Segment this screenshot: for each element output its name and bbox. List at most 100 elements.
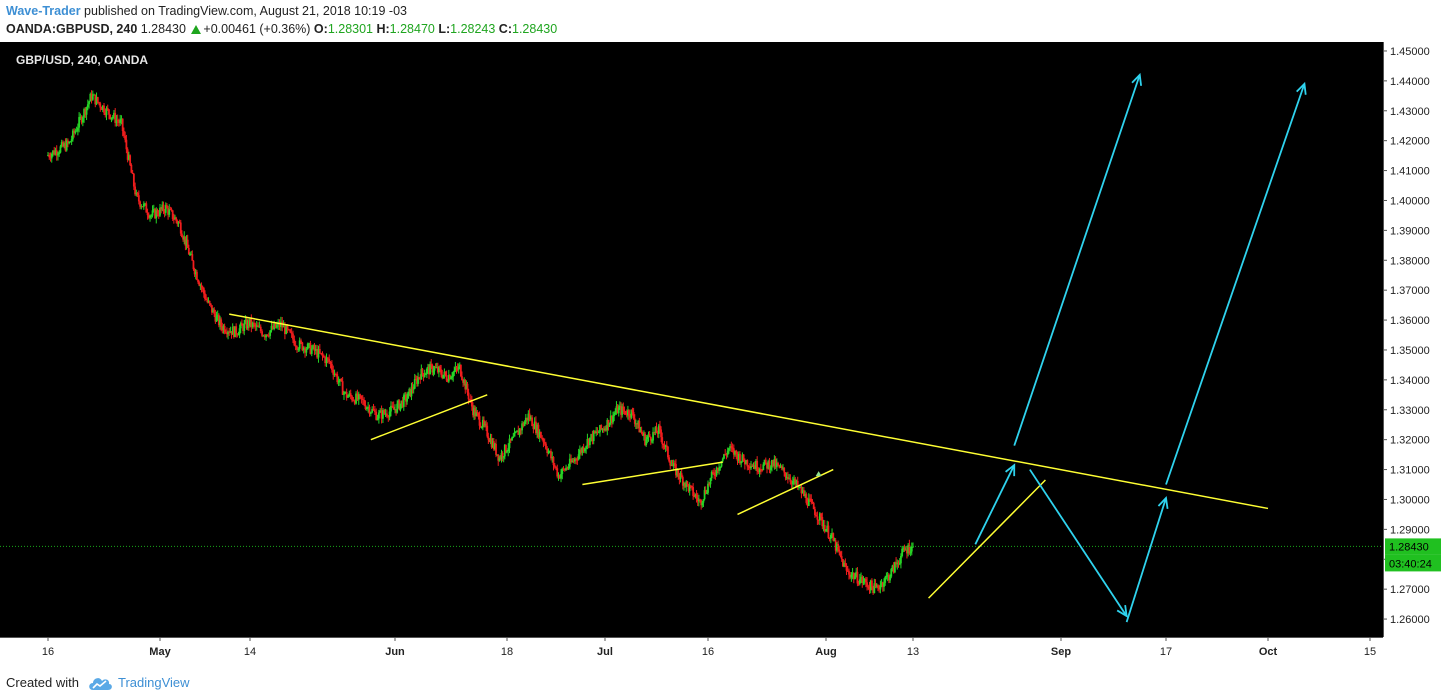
candle-up — [791, 480, 794, 485]
candle-up — [726, 450, 729, 455]
projection-arrow[interactable] — [1029, 469, 1128, 617]
candle-up — [285, 325, 288, 335]
low-label: L: — [434, 22, 451, 36]
candle-down — [103, 105, 105, 113]
candle-up — [741, 454, 744, 462]
low-value: 1.28243 — [450, 22, 496, 36]
candle-down — [620, 406, 622, 415]
candle-down — [131, 172, 134, 174]
candle-up — [818, 513, 821, 521]
projection-arrow[interactable] — [1013, 74, 1141, 446]
candle-up — [183, 236, 186, 240]
candle-down — [375, 411, 378, 420]
arrow-head-icon — [1131, 72, 1142, 86]
candle-up — [425, 368, 428, 374]
candle-up — [480, 426, 483, 428]
candle-down — [182, 237, 184, 240]
candle-up — [643, 433, 645, 436]
candle-up — [399, 403, 402, 410]
candle-down — [304, 347, 306, 353]
projection-arrow[interactable] — [974, 464, 1016, 545]
candle-down — [659, 425, 661, 430]
candle-down — [134, 186, 137, 195]
candle-down — [228, 331, 231, 333]
author-link[interactable]: Wave-Trader — [6, 4, 81, 18]
candle-down — [687, 484, 690, 492]
candle-down — [146, 212, 149, 216]
time-axis[interactable] — [0, 637, 1383, 666]
candle-up — [788, 478, 791, 480]
candle-down — [100, 107, 103, 110]
candle-up — [83, 109, 85, 118]
candle-down — [414, 379, 417, 381]
candle-up — [755, 460, 757, 469]
candle-down — [53, 150, 56, 155]
candle-down — [532, 426, 535, 430]
candle-up — [396, 403, 399, 413]
y-tick-label: 1.36000 — [1390, 315, 1430, 327]
candle-down — [197, 279, 199, 283]
projection-arrow[interactable] — [1165, 83, 1306, 485]
candle-up — [527, 413, 530, 421]
candle-up — [273, 323, 276, 330]
candle-up — [858, 579, 861, 584]
candle-down — [223, 326, 226, 333]
candle-up — [451, 376, 453, 378]
candle-up — [333, 373, 336, 375]
candle-up — [494, 443, 496, 450]
candle-down — [163, 211, 166, 213]
candle-up — [432, 370, 435, 373]
candle-down — [817, 519, 820, 521]
projection-arrow[interactable] — [1125, 497, 1167, 623]
candle-up — [371, 408, 374, 413]
candle-down — [395, 409, 397, 413]
candle-down — [147, 215, 150, 218]
candle-up — [85, 107, 88, 115]
chart-area[interactable]: 1.45000 1.44000 1.43000 1.42000 1.41000 1.400… — [0, 42, 1444, 666]
candle-down — [98, 102, 100, 104]
candle-down — [409, 388, 412, 397]
candle-down — [126, 149, 129, 160]
x-tick-label: Jul — [597, 646, 613, 658]
candle-up — [630, 409, 633, 418]
candle-down — [714, 475, 717, 477]
candle-down — [689, 485, 692, 487]
trendline[interactable] — [737, 468, 834, 516]
candle-down — [872, 586, 875, 594]
candle-up — [672, 463, 675, 467]
candle-down — [289, 329, 292, 333]
candle-up — [458, 364, 461, 367]
candle-down — [764, 459, 767, 463]
candle-up — [843, 562, 846, 567]
tradingview-cloud-icon[interactable] — [87, 674, 113, 692]
candle-up — [159, 207, 161, 216]
candle-up — [771, 460, 773, 468]
tradingview-brand-link[interactable]: TradingView — [118, 675, 190, 690]
candle-down — [845, 565, 848, 571]
symbol-label: OANDA:GBPUSD, 240 — [6, 22, 138, 36]
candle-down — [838, 549, 841, 552]
candle-down — [477, 413, 480, 416]
candle-down — [380, 410, 383, 419]
candle-up — [423, 374, 426, 377]
candle-up — [93, 94, 95, 96]
trendline[interactable] — [928, 479, 1046, 599]
trendline[interactable] — [229, 313, 1269, 510]
candle-down — [629, 416, 632, 418]
candle-up — [54, 150, 57, 155]
candle-up — [481, 419, 484, 427]
x-tick-label: 14 — [244, 646, 256, 658]
candle-down — [176, 220, 179, 224]
candle-down — [848, 570, 850, 575]
candle-up — [231, 326, 234, 335]
candle-up — [855, 571, 858, 577]
trendline[interactable] — [370, 394, 488, 441]
candle-up — [113, 112, 115, 118]
candle-up — [707, 483, 709, 493]
trendline[interactable] — [582, 461, 723, 486]
candle-up — [879, 585, 882, 590]
price-chart[interactable]: 1.45000 1.44000 1.43000 1.42000 1.41000 1.400… — [0, 42, 1444, 666]
candle-down — [154, 209, 156, 219]
candle-up — [875, 585, 878, 587]
candle-down — [62, 142, 64, 147]
